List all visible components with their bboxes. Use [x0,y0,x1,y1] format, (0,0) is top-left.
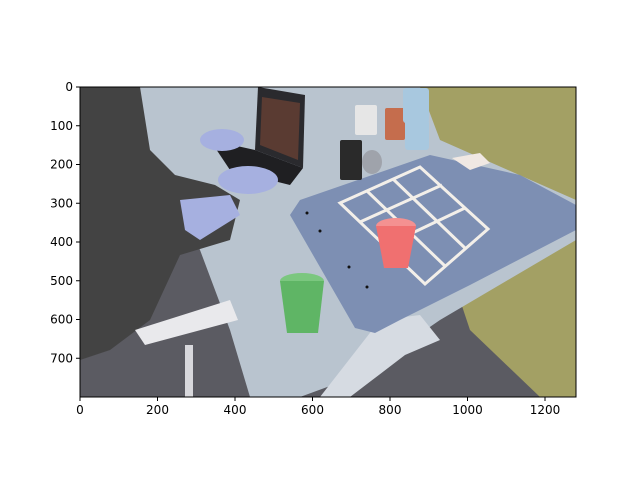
y-tick-label: 100 [50,119,73,133]
x-tick-label: 0 [76,403,84,417]
y-axis: 0 100 200 300 400 500 600 700 [50,80,80,365]
x-tick-label: 600 [301,403,324,417]
y-tick-label: 600 [50,313,73,327]
x-tick-label: 400 [224,403,247,417]
laptop [210,87,305,185]
y-tick-label: 300 [50,196,73,210]
mat-dots [305,211,369,289]
y-tick-label: 200 [50,158,73,172]
person [80,87,240,360]
y-tick-label: 400 [50,235,73,249]
x-tick-label: 200 [146,403,169,417]
desk-leg [320,315,440,397]
y-tick-label: 700 [50,351,73,365]
red-cup [376,218,416,268]
x-tick-label: 800 [379,403,402,417]
x-tick-label: 1200 [530,403,561,417]
photo [80,87,576,397]
blue-mat [290,155,576,333]
paper-cups [340,88,490,180]
y-tick-label: 0 [65,80,73,94]
chair [135,300,238,397]
x-tick-label: 1000 [452,403,483,417]
y-tick-label: 500 [50,274,73,288]
typing-hands [180,129,278,240]
x-axis: 0 200 400 600 800 1000 1200 [76,397,560,417]
green-cup [280,273,324,333]
